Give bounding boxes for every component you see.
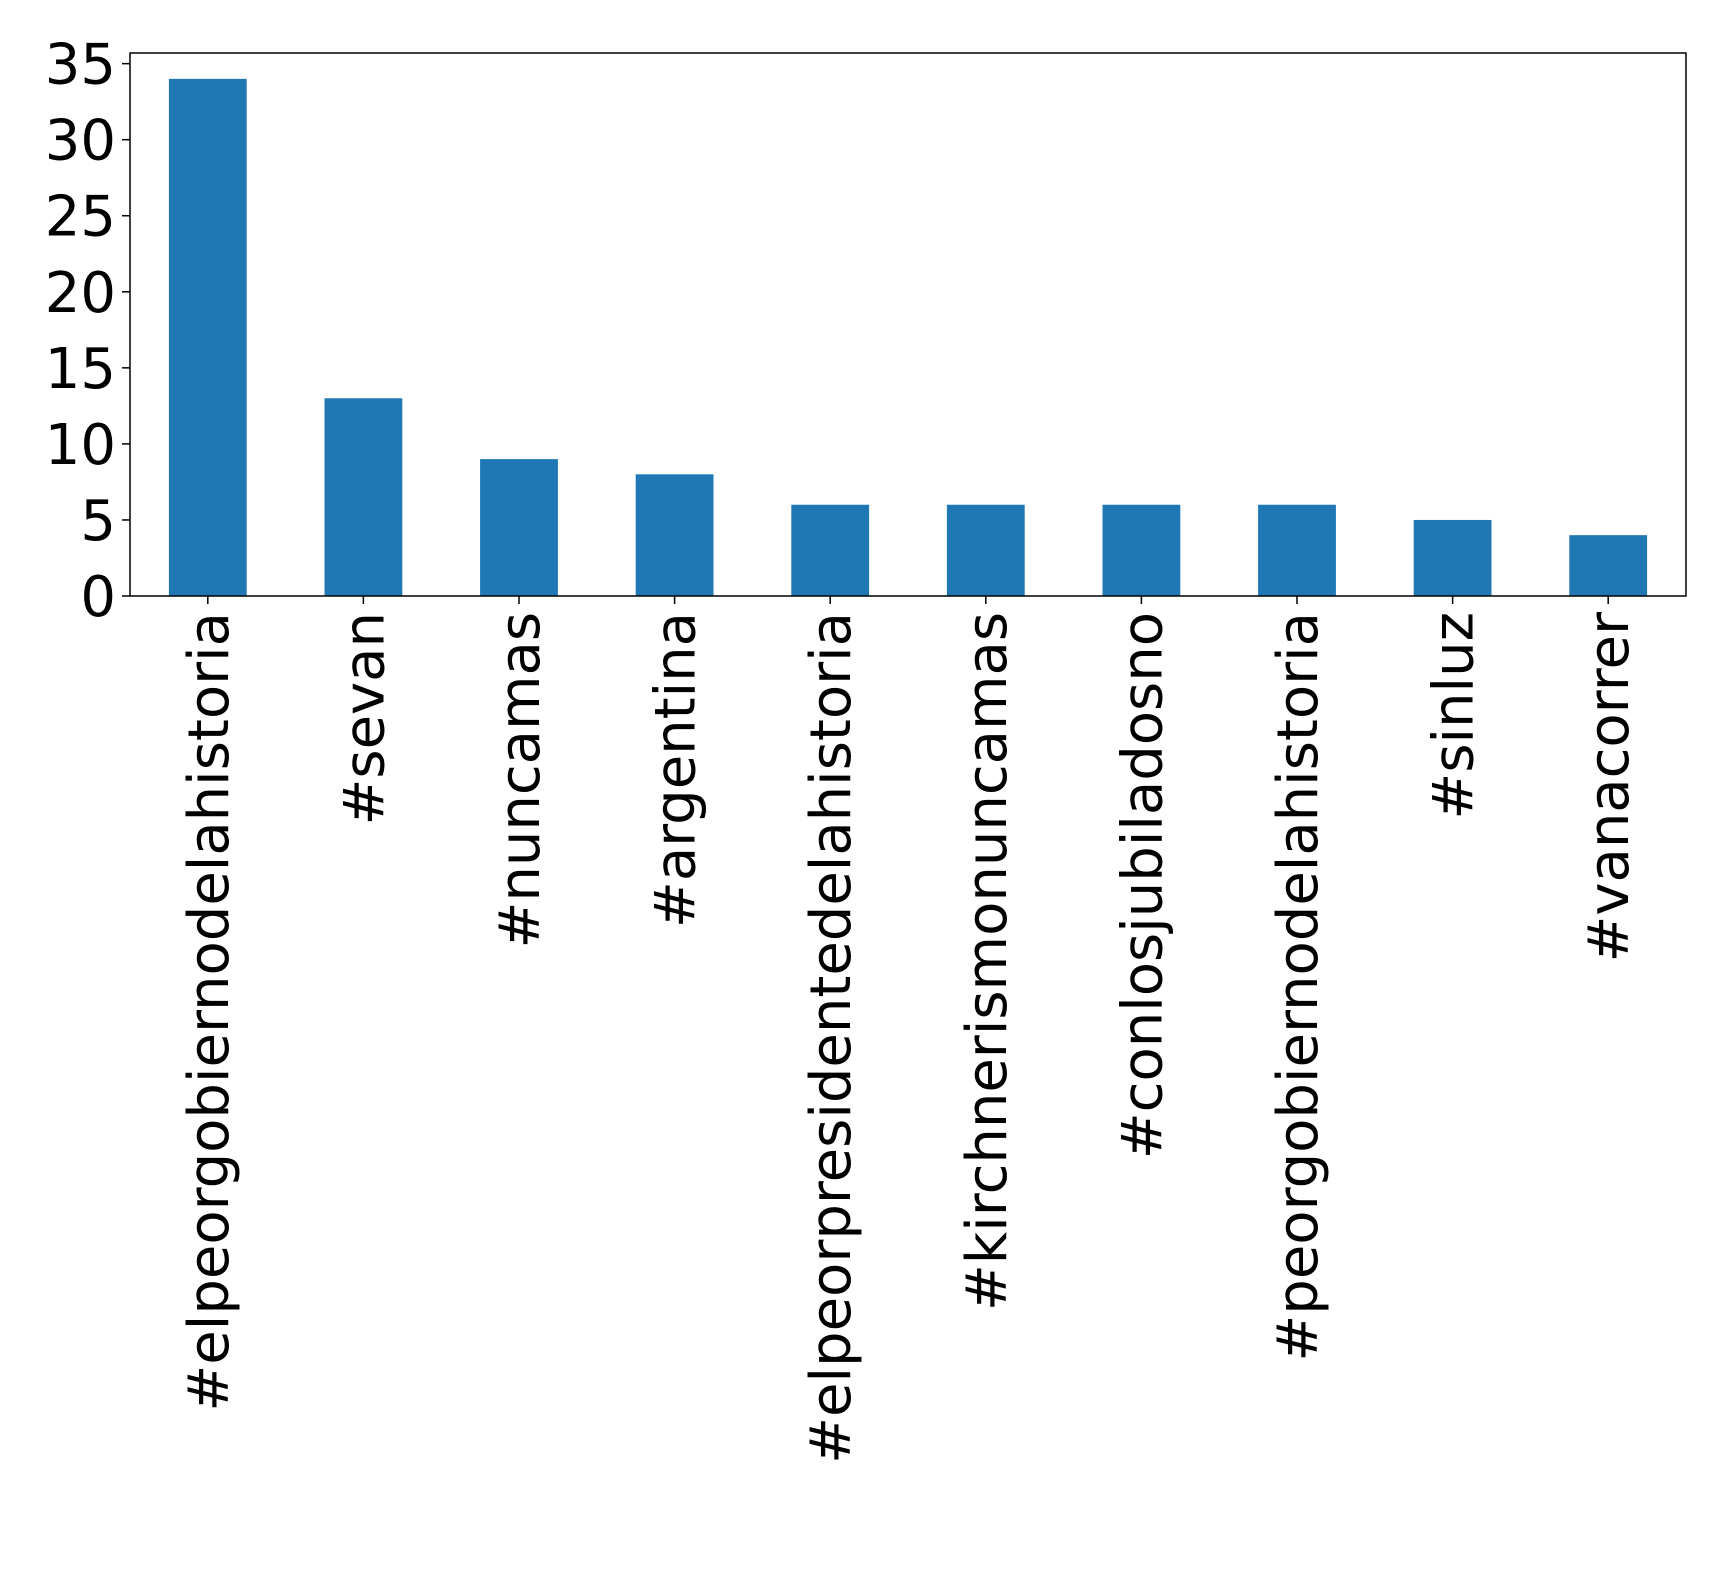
x-tick-label: #peorgobiernodelahistoria [1266, 612, 1331, 1362]
x-tick-label: #vanacorrer [1577, 611, 1642, 963]
y-tick-label: 20 [45, 261, 116, 326]
bar-elpeorgobiernodelahistoria [168, 78, 247, 597]
y-tick-label: 25 [45, 185, 116, 250]
x-tick-label: #sinluz [1422, 612, 1487, 820]
bar-peorgobiernodelahistoria [1258, 504, 1336, 596]
x-tick-label: #conlosjubiladosno [1110, 612, 1175, 1159]
x-tick-label: #elpeorgobiernodelahistoria [177, 612, 242, 1412]
bar-vanacorrer [1569, 535, 1648, 596]
x-tick-label: #sevan [332, 612, 397, 826]
y-tick-label: 10 [45, 413, 116, 478]
y-tick-label: 30 [45, 109, 116, 174]
x-tick-label: #nuncamas [488, 612, 553, 949]
bar-kirchnerismonuncamas [946, 504, 1025, 596]
y-tick-label: 35 [45, 33, 116, 98]
y-tick-label: 15 [45, 337, 116, 402]
y-tick-label: 5 [80, 489, 116, 554]
bar-sevan [324, 398, 403, 596]
bars-group [168, 78, 1648, 597]
plot-frame [129, 52, 1687, 597]
bar-argentina [635, 474, 714, 596]
x-axis-ticks: #elpeorgobiernodelahistoria #sevan #nuncam… [177, 596, 1642, 1464]
bar-sinluz [1413, 519, 1492, 596]
bar-conlosjubiladosno [1102, 504, 1181, 596]
bar-nuncamas [480, 459, 558, 596]
x-tick-label: #kirchnerismonuncamas [955, 612, 1020, 1311]
x-tick-label: #argentina [644, 612, 709, 928]
y-tick-label: 0 [80, 565, 116, 630]
x-tick-label: #elpeorpresidentedelahistoria [799, 612, 864, 1464]
bar-elpeorpresidentedelahistoria [791, 504, 870, 596]
y-axis-ticks: 0 5 10 15 20 25 30 35 [45, 33, 130, 630]
